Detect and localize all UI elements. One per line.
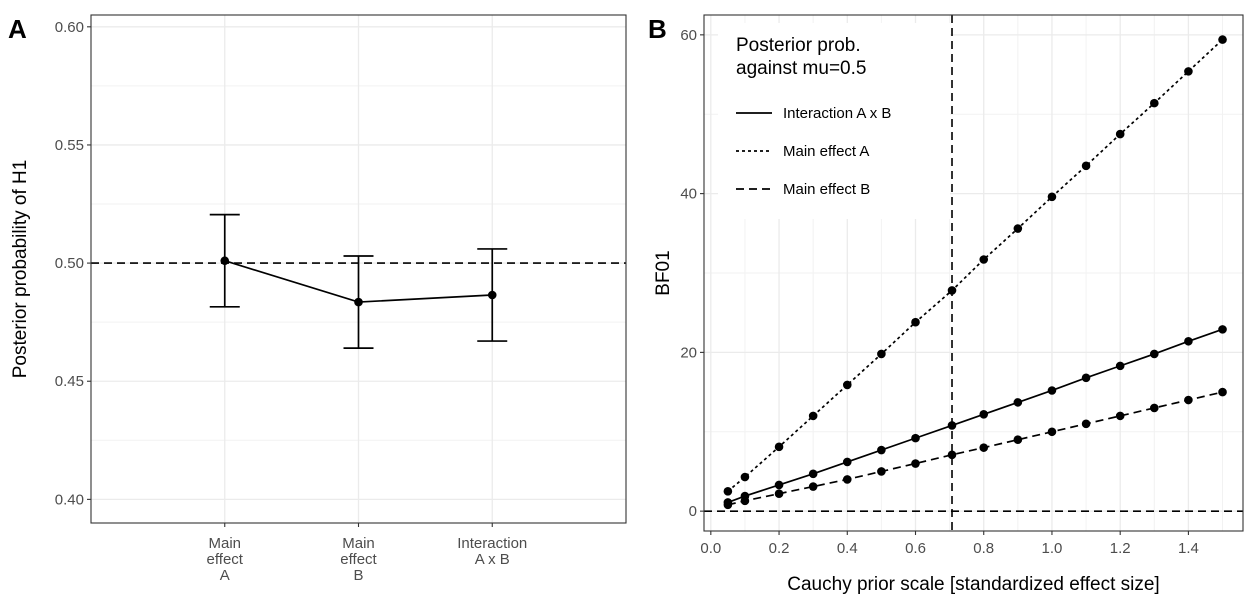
y-tick-label: 20: [680, 344, 697, 361]
y-tick-label: 60: [680, 27, 697, 44]
data-point: [1013, 398, 1023, 407]
x-tick-label: 0.4: [837, 540, 858, 557]
data-point: [1218, 35, 1227, 44]
data-point: [1184, 336, 1193, 346]
panel-b-reference-lines: [704, 15, 1243, 531]
x-tick-label: 1.0: [1042, 540, 1063, 557]
data-point: [877, 445, 886, 455]
panel-label-a: A: [8, 14, 27, 44]
data-point: [842, 475, 852, 484]
data-point: [911, 459, 920, 468]
y-tick-label: 0.60: [55, 19, 84, 36]
data-point: [947, 450, 957, 460]
data-point: [1047, 192, 1057, 202]
legend-label: Interaction A x B: [783, 105, 891, 122]
data-point: [1184, 67, 1193, 76]
data-point: [1218, 325, 1227, 334]
data-point: [1115, 129, 1125, 139]
data-point: [947, 421, 957, 430]
data-point: [774, 442, 784, 452]
panel-b-x-ticks: 0.0 0.2 0.4 0.6 0.8 1.0 1.2 1.4: [700, 531, 1199, 557]
data-point: [1047, 386, 1057, 395]
legend-title: against mu=0.5: [736, 58, 866, 79]
series-line: [727, 38, 1224, 492]
legend-label: Main effect A: [783, 143, 869, 160]
data-point: [1047, 427, 1057, 437]
data-point: [723, 500, 733, 510]
data-point: [877, 467, 886, 476]
data-point: [1150, 349, 1159, 359]
data-point: [1150, 98, 1159, 108]
y-tick-label: 0.45: [55, 373, 84, 390]
panel-a-grid: [91, 15, 626, 523]
data-point: [487, 290, 497, 300]
data-point: [774, 489, 784, 498]
data-point: [1115, 411, 1125, 421]
data-point: [1013, 224, 1023, 233]
panel-b-y-ticks: 0 20 40 60: [680, 27, 704, 520]
data-point: [1115, 361, 1125, 371]
legend: Posterior prob.against mu=0.5 Interaction…: [718, 23, 950, 219]
data-point: [1081, 419, 1091, 429]
data-point: [808, 469, 818, 479]
panel-b-data: [723, 35, 1227, 510]
panel-b-x-axis-title: Cauchy prior scale [standardized effect …: [787, 574, 1159, 595]
data-point: [1218, 387, 1227, 397]
data-point: [740, 472, 750, 482]
panel-b: B Posterior prob.against mu=0.5 Interacti…: [648, 14, 1244, 595]
data-point: [808, 482, 818, 491]
y-tick-label: 0.50: [55, 255, 84, 272]
panel-b-grid: [704, 15, 1243, 531]
data-point: [354, 297, 363, 307]
legend-title: Posterior prob.: [736, 35, 861, 56]
data-point: [979, 443, 989, 452]
x-tick-label: 0.2: [769, 540, 790, 557]
data-point: [979, 410, 989, 419]
data-point: [947, 286, 957, 295]
x-tick-label: 0.8: [973, 540, 994, 557]
data-point: [842, 380, 852, 390]
legend-background: [718, 23, 950, 219]
x-tick-label: Main effect B: [340, 535, 377, 584]
panel-a-data: [209, 213, 508, 350]
data-point: [911, 433, 920, 443]
data-point: [911, 317, 920, 327]
data-point: [979, 255, 989, 264]
x-tick-label: 0.0: [700, 540, 721, 557]
panel-a-y-axis-title: Posterior probability of H1: [10, 160, 31, 379]
x-tick-label: 1.4: [1178, 540, 1199, 557]
panel-b-y-axis-title: BF01: [653, 250, 674, 295]
x-tick-label: 1.2: [1110, 540, 1131, 557]
panel-a-x-ticks: Main effect A Main effect B Interaction A x B: [207, 523, 527, 584]
data-point: [740, 496, 750, 506]
y-tick-label: 0.40: [55, 491, 84, 508]
series-line: [727, 391, 1223, 506]
data-point: [1081, 161, 1091, 171]
y-tick-label: 0.55: [55, 137, 84, 154]
panel-a-y-ticks: 0.40 0.45 0.50 0.55 0.60: [55, 19, 91, 508]
data-point: [1184, 395, 1193, 405]
legend-label: Main effect B: [783, 181, 870, 198]
data-point: [774, 480, 784, 490]
x-tick-label: Main effect A: [207, 535, 244, 584]
data-point: [1150, 403, 1159, 413]
x-tick-label: Interaction A x B: [457, 535, 527, 568]
data-point: [842, 457, 852, 467]
x-tick-label: 0.6: [905, 540, 926, 557]
data-point: [723, 487, 733, 496]
data-point: [220, 256, 230, 266]
data-point: [1013, 435, 1023, 445]
data-point: [808, 411, 818, 421]
data-point: [877, 349, 886, 359]
panel-label-b: B: [648, 14, 667, 44]
series-line: [727, 328, 1223, 504]
data-point: [1081, 373, 1091, 383]
panel-b-frame: [703, 14, 1244, 532]
y-tick-label: 0: [689, 503, 697, 520]
y-tick-label: 40: [680, 186, 697, 203]
